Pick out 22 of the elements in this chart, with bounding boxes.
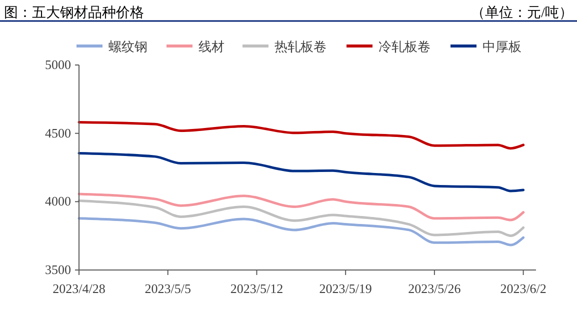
legend-label: 冷轧板卷	[378, 39, 430, 54]
y-tick-label: 4000	[45, 194, 71, 209]
chart-subtitle: （单位：元/吨）	[471, 5, 573, 21]
y-tick-label: 4500	[45, 125, 71, 140]
line-series	[78, 152, 525, 192]
chart-title: 图：五大钢材品种价格	[4, 5, 144, 21]
legend-label: 中厚板	[482, 39, 522, 54]
x-tick-label: 2023/4/28	[52, 281, 106, 296]
legend-label: 热轧板卷	[274, 39, 326, 54]
x-tick-label: 2023/5/19	[319, 281, 372, 296]
y-tick-label: 3500	[45, 262, 71, 277]
line-series	[78, 199, 525, 237]
x-tick-label: 2023/5/12	[230, 281, 284, 296]
line-series	[78, 121, 525, 150]
line-series	[78, 192, 525, 222]
legend-label: 螺纹钢	[108, 39, 148, 54]
x-tick-label: 2023/5/26	[408, 281, 462, 296]
y-tick-label: 5000	[45, 57, 71, 72]
x-tick-label: 2023/5/5	[144, 281, 191, 296]
legend-label: 线材	[198, 39, 224, 54]
x-tick-label: 2023/6/2	[500, 281, 546, 296]
line-series	[78, 217, 525, 246]
